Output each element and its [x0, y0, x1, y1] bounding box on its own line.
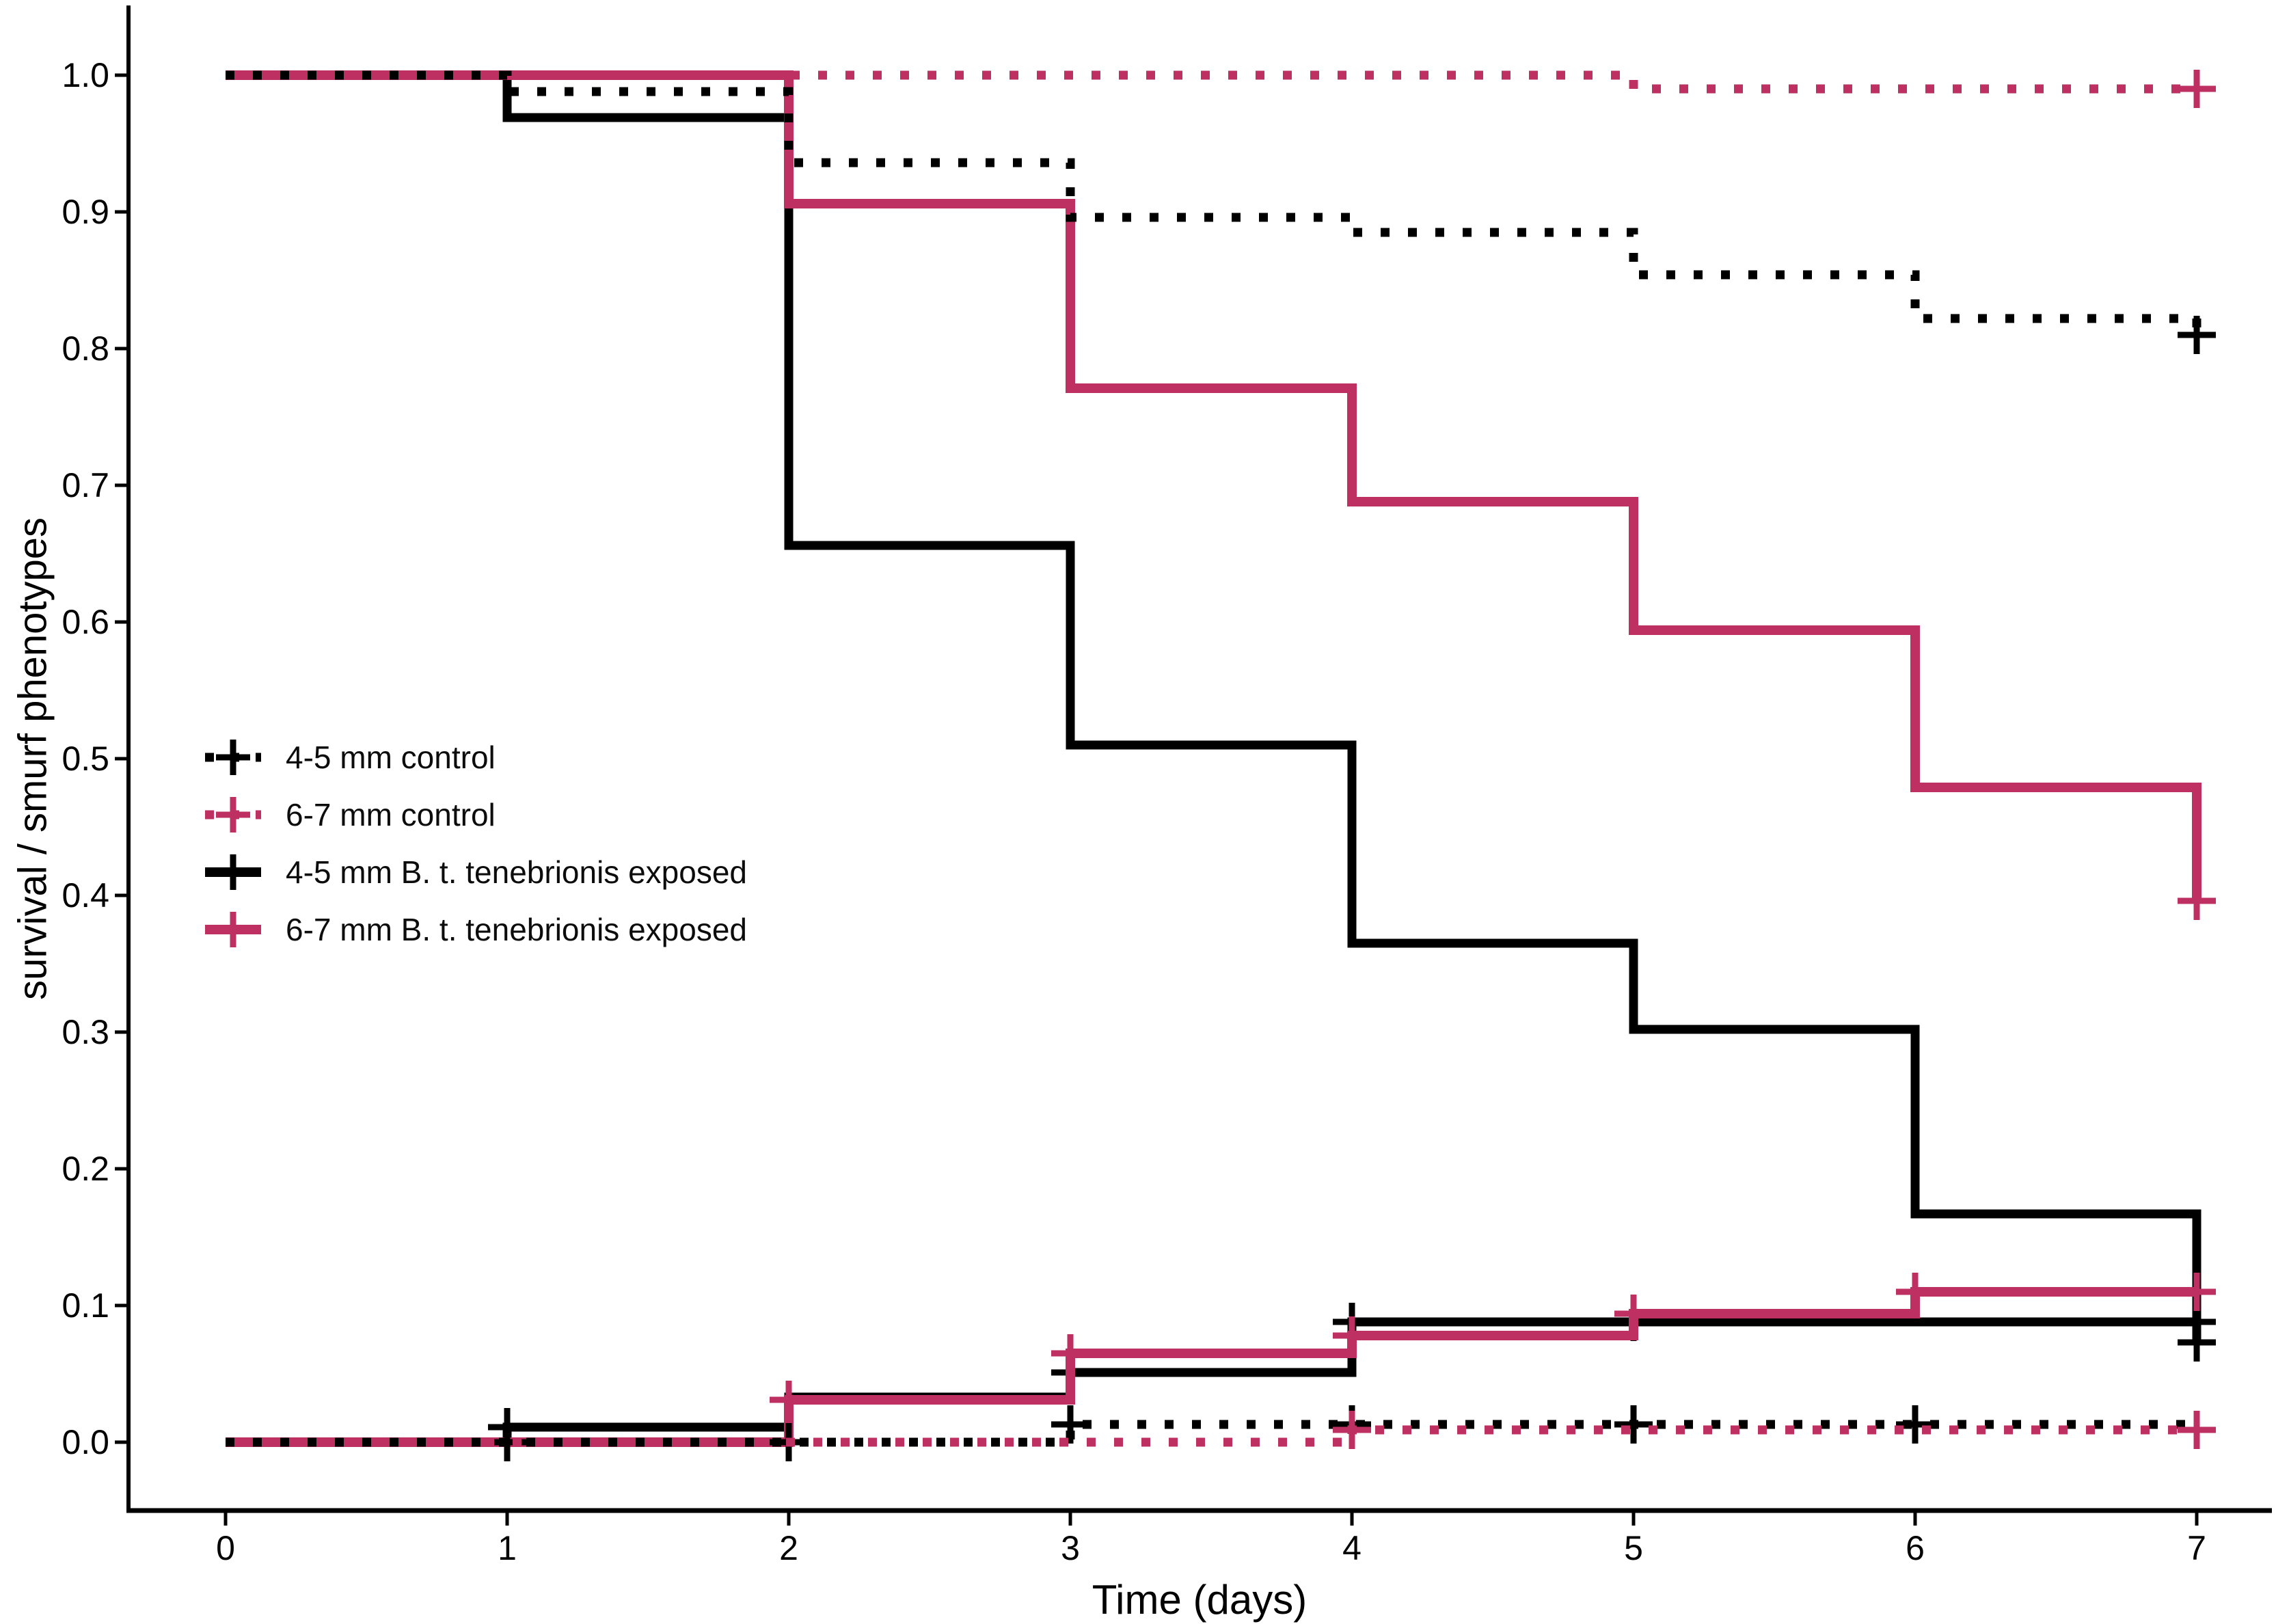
y-tick-label: 0.0 [62, 1423, 109, 1461]
x-axis-title: Time (days) [1092, 1577, 1308, 1623]
x-tick-label: 6 [1906, 1529, 1925, 1567]
curve-smurf-control-6-7 [226, 1425, 2197, 1447]
y-tick-label: 0.4 [62, 876, 109, 915]
y-axis-title: survival / smurf phenotypes [10, 517, 55, 1000]
y-tick-label: 0.9 [62, 193, 109, 231]
legend-label: 4-5 mm control [286, 740, 496, 775]
legend-key-dotted-pink-icon [205, 797, 261, 833]
x-tick-label: 7 [2187, 1529, 2206, 1567]
censors-smurf-control-6-7 [1333, 1411, 2216, 1449]
y-tick-label: 0.5 [62, 740, 109, 778]
legend: 4-5 mm control 6-7 mm control 4-5 mm B. … [202, 729, 747, 958]
legend-item-control-6-7: 6-7 mm control [202, 786, 747, 843]
x-tick-label: 4 [1342, 1529, 1361, 1567]
y-tick-label: 0.8 [62, 329, 109, 368]
censors-smurf-control-4-5 [488, 1405, 1934, 1461]
legend-key-solid-black-icon [205, 854, 261, 890]
curve-survival-exposed-6-7 [226, 70, 2202, 901]
legend-key-solid-pink-icon [205, 912, 261, 947]
legend-item-control-4-5: 4-5 mm control [202, 729, 747, 786]
x-tick-label: 0 [216, 1529, 235, 1567]
y-tick-label: 0.3 [62, 1013, 109, 1051]
curve-survival-exposed-4-5 [226, 70, 2202, 1342]
legend-item-exposed-6-7: 6-7 mm B. t. tenebrionis exposed [202, 901, 747, 958]
y-tick-label: 0.2 [62, 1150, 109, 1188]
legend-label: 6-7 mm control [286, 797, 496, 833]
legend-key-dotted-black-icon [205, 740, 261, 775]
legend-label: 4-5 mm B. t. tenebrionis exposed [286, 854, 747, 890]
x-tick-label: 5 [1624, 1529, 1643, 1567]
x-tick-label: 1 [498, 1529, 517, 1567]
y-tick-label: 0.6 [62, 603, 109, 641]
censors-survival-exposed-6-7 [2178, 882, 2216, 920]
legend-label: 6-7 mm B. t. tenebrionis exposed [286, 912, 747, 947]
x-tick-label: 3 [1061, 1529, 1080, 1567]
curve-survival-control-6-7 [226, 70, 2197, 94]
censors-survival-control-6-7 [2178, 70, 2216, 108]
x-tick-label: 2 [779, 1529, 798, 1567]
censors-survival-control-4-5 [2178, 316, 2216, 354]
y-tick-label: 0.7 [62, 466, 109, 504]
y-tick-label: 1.0 [62, 56, 109, 94]
censors-smurf-exposed-6-7 [770, 1273, 2216, 1419]
curve-smurf-exposed-6-7 [226, 1287, 2197, 1447]
y-tick-label: 0.1 [62, 1286, 109, 1325]
legend-item-exposed-4-5: 4-5 mm B. t. tenebrionis exposed [202, 843, 747, 901]
curve-survival-control-4-5 [226, 70, 2202, 335]
